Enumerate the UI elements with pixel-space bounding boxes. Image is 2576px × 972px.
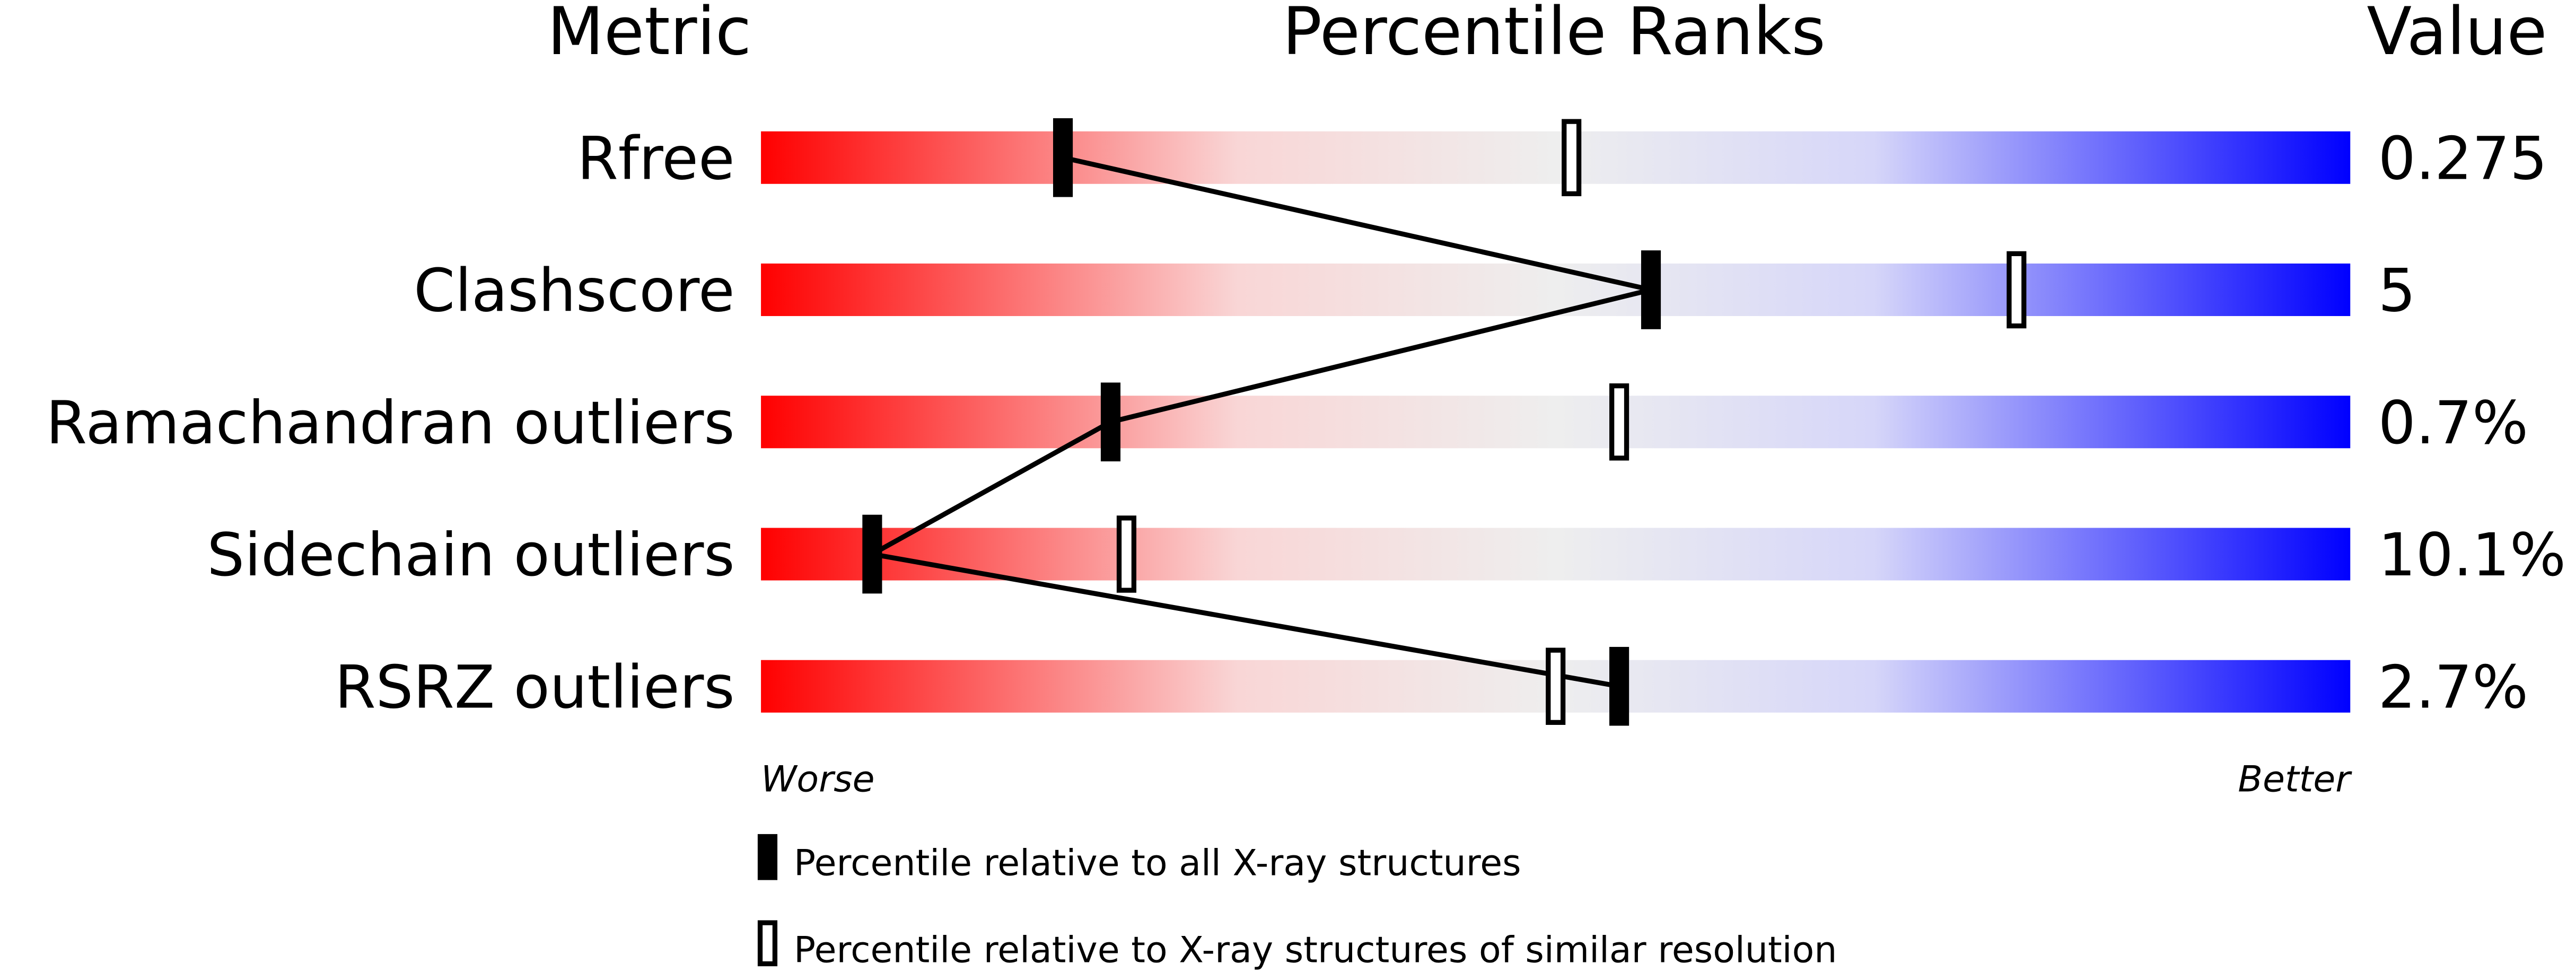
marker-all-structures [1100,382,1121,462]
metric-label: Rfree [577,125,734,193]
marker-similar-resolution [1562,119,1582,197]
metric-label: Sidechain outliers [207,521,734,590]
axis-label-worse: Worse [761,758,874,800]
metric-label: RSRZ outliers [335,653,734,722]
metric-value: 0.275 [2378,125,2547,193]
marker-similar-resolution [2007,251,2027,329]
legend-open-marker-icon [757,920,778,967]
metric-label: Clashscore [414,257,734,326]
marker-all-structures [862,514,882,594]
marker-all-structures [1053,118,1073,197]
metric-value: 10.1% [2378,521,2566,590]
metric-value: 5 [2378,257,2416,326]
percentile-bar [761,396,2351,449]
percentile-bar [761,131,2351,184]
percentile-bar [761,528,2351,581]
marker-similar-resolution [1609,383,1629,461]
marker-similar-resolution [1546,647,1566,725]
header-value: Value [2367,0,2547,70]
marker-all-structures [1641,250,1661,329]
marker-all-structures [1609,646,1629,726]
metric-value: 2.7% [2378,653,2528,722]
axis-label-better: Better [2238,758,2352,800]
header-metric: Metric [547,0,751,70]
legend-filled-label: Percentile relative to all X-ray structu… [794,842,1521,884]
percentile-bar [761,263,2351,317]
legend-filled-marker-icon [757,834,778,880]
metric-value: 0.7% [2378,389,2528,458]
legend-open-label: Percentile relative to X-ray structures … [794,929,1837,971]
header-percentile-ranks: Percentile Ranks [1282,0,1825,70]
marker-similar-resolution [1116,515,1137,593]
metric-label: Ramachandran outliers [46,389,735,458]
